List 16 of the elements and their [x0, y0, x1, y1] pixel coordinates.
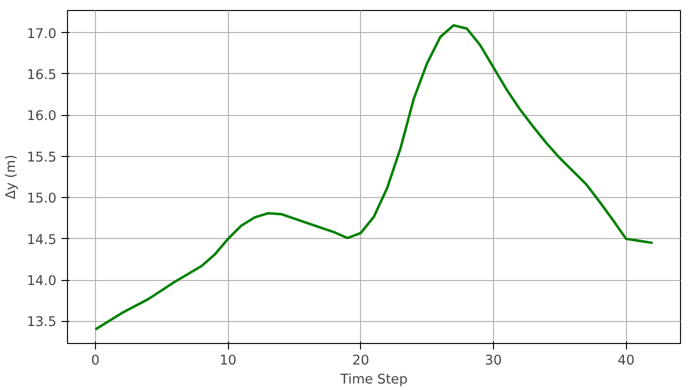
- x-tick-label: 0: [91, 354, 100, 368]
- x-tick-label: 30: [484, 354, 502, 368]
- x-tick-label: 20: [352, 354, 370, 368]
- y-tick-label: 16.5: [26, 68, 57, 83]
- y-tick-label: 14.5: [26, 232, 57, 248]
- y-tick-label: 16.0: [26, 109, 57, 124]
- x-axis-title: Time Step: [339, 372, 408, 388]
- x-tick-label: 10: [220, 354, 237, 368]
- x-tick-label: 40: [618, 354, 635, 368]
- y-tick-label: 17.0: [26, 26, 57, 42]
- y-tick-label: 15.5: [26, 150, 57, 166]
- line-series: [94, 24, 654, 331]
- y-axis-title: Δy (m): [4, 154, 19, 200]
- y-tick-label: 14.0: [26, 274, 57, 290]
- y-tick-label: 15.0: [26, 192, 57, 207]
- y-tick-label: 13.5: [26, 315, 57, 330]
